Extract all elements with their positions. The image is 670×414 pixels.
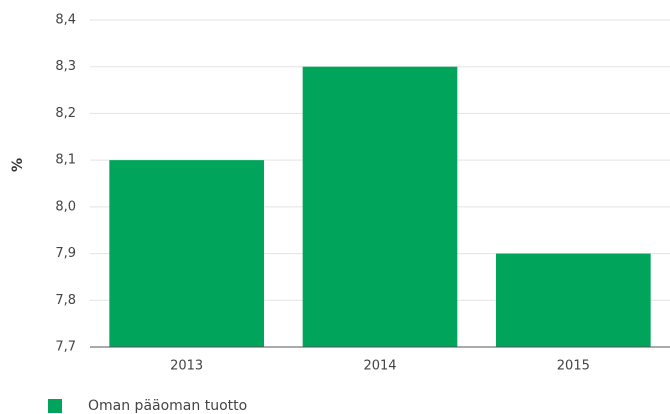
bar	[496, 253, 651, 347]
y-tick-label: 8,3	[55, 59, 76, 74]
y-tick-label: 7,7	[55, 340, 76, 355]
y-tick-label: 8,0	[55, 199, 76, 214]
bar	[302, 66, 458, 347]
x-tick-label: 2015	[557, 359, 590, 374]
y-tick-label: 8,4	[55, 13, 76, 28]
x-tick-label: 2014	[363, 359, 396, 374]
legend-label: Oman pääoman tuotto	[88, 398, 247, 414]
legend-swatch	[48, 399, 62, 413]
x-tick-label: 2013	[170, 359, 203, 374]
y-tick-label: 7,8	[55, 293, 76, 308]
y-tick-label: 8,1	[55, 153, 76, 168]
y-tick-label: 8,2	[55, 106, 76, 121]
bar	[109, 160, 264, 347]
y-tick-label: 7,9	[55, 246, 76, 261]
y-axis-label: %	[10, 158, 26, 172]
